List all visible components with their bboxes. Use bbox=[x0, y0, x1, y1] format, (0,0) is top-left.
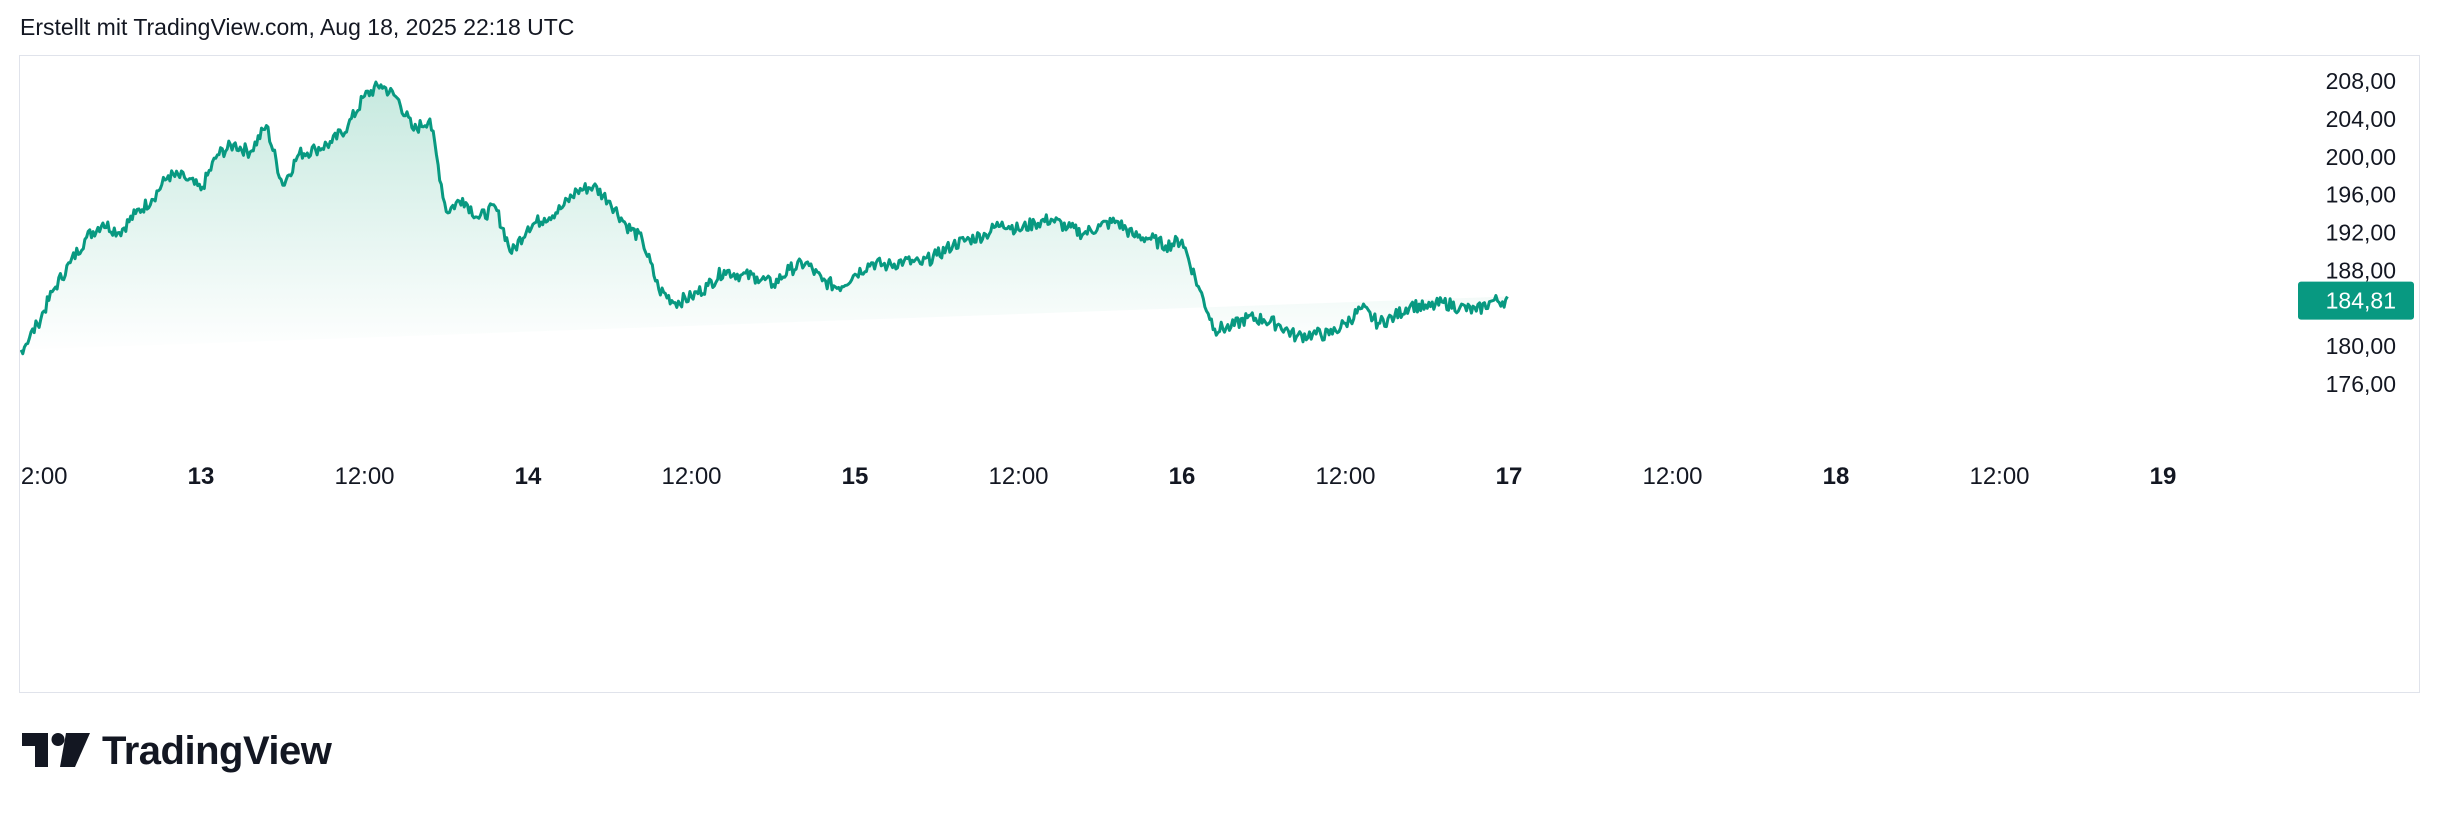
x-tick-label: 12:00 bbox=[334, 463, 394, 490]
x-tick-label: 12:00 bbox=[1315, 463, 1375, 490]
y-tick-label: 188,00 bbox=[2326, 257, 2396, 283]
price-line bbox=[20, 80, 1509, 356]
y-tick-label: 192,00 bbox=[2326, 220, 2396, 246]
price-area-fill bbox=[21, 82, 1508, 354]
price-chart[interactable]: 208,00 204,00 200,00 196,00 192,00 188,00 180,… bbox=[20, 56, 2419, 692]
y-tick-label: 196,00 bbox=[2326, 182, 2396, 208]
brand-name: TradingView bbox=[102, 728, 332, 773]
x-tick-label: 16 bbox=[1169, 463, 1196, 490]
y-tick-label: 204,00 bbox=[2326, 106, 2396, 132]
x-tick-label: 17 bbox=[1496, 463, 1523, 490]
y-tick-label: 180,00 bbox=[2326, 333, 2396, 359]
tradingview-logo-icon bbox=[22, 733, 90, 767]
x-tick-label: 12:00 bbox=[661, 463, 721, 490]
y-tick-label: 208,00 bbox=[2326, 68, 2396, 94]
y-tick-label: 200,00 bbox=[2326, 144, 2396, 170]
x-tick-label: 15 bbox=[842, 463, 869, 490]
tradingview-brand[interactable]: TradingView bbox=[22, 728, 332, 774]
x-tick-label: 13 bbox=[188, 463, 215, 490]
x-tick-label: 12:00 bbox=[1642, 463, 1702, 490]
y-tick-label: 176,00 bbox=[2326, 371, 2396, 397]
chart-frame[interactable]: 208,00 204,00 200,00 196,00 192,00 188,00 180,… bbox=[19, 55, 2420, 693]
last-price-badge bbox=[2298, 281, 2414, 320]
chart-caption: Erstellt mit TradingView.com, Aug 18, 20… bbox=[20, 14, 575, 40]
x-tick-label: 12:00 bbox=[988, 463, 1048, 490]
x-tick-label: 14 bbox=[515, 463, 542, 490]
x-tick-label: 12:00 bbox=[1969, 463, 2029, 490]
last-price-label: 184,81 bbox=[2326, 288, 2396, 314]
x-tick-label: 12:00 bbox=[20, 463, 68, 490]
x-tick-label: 18 bbox=[1823, 463, 1850, 490]
x-tick-label: 19 bbox=[2150, 463, 2177, 490]
